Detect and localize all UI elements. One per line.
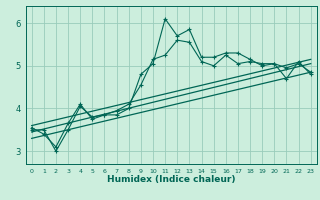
X-axis label: Humidex (Indice chaleur): Humidex (Indice chaleur) bbox=[107, 175, 236, 184]
